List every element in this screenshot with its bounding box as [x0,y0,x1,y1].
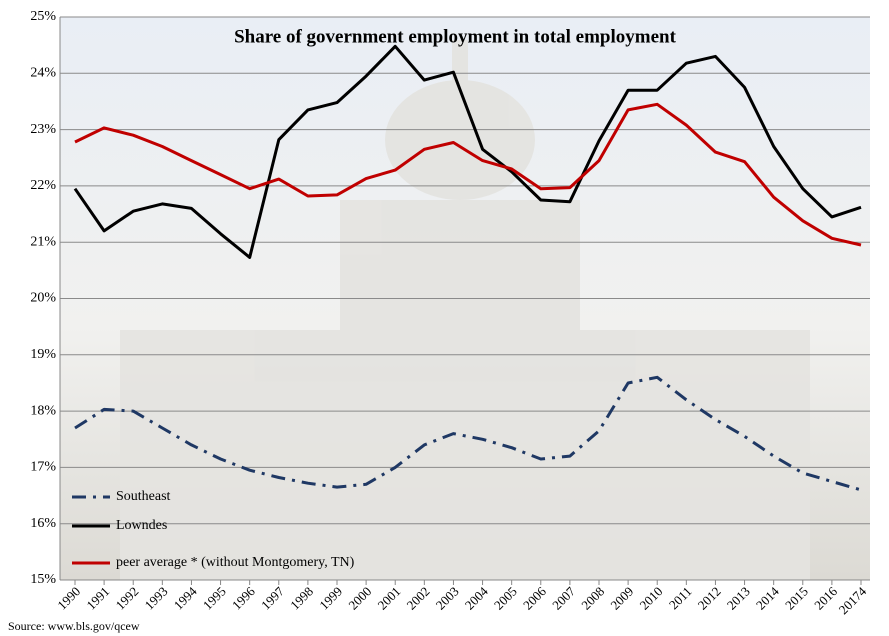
y-tick-label: 21% [30,234,56,249]
y-tick-label: 25% [30,9,56,24]
x-tick-label: 2005 [491,584,520,613]
x-tick-label: 1993 [142,584,171,613]
y-tick-label: 22% [30,178,56,193]
y-tick-label: 16% [30,516,56,531]
x-tick-label: 2002 [404,584,433,613]
x-tick-label: 1994 [171,583,200,612]
x-tick-label: 2010 [636,584,665,613]
x-tick-label: 2015 [782,584,811,613]
source-note: Source: www.bls.gov/qcew [8,619,140,633]
y-tick-label: 23% [30,122,56,137]
x-tick-label: 2000 [345,584,374,613]
y-tick-label: 15% [30,572,56,587]
x-tick-label: 2004 [462,583,491,612]
x-tick-label: 1998 [287,584,316,613]
y-tick-label: 18% [30,403,56,418]
series-line [74,375,862,492]
x-tick-label: 2003 [433,584,462,613]
legend-label: Southeast [116,489,171,504]
series-line [74,102,862,247]
y-tick-label: 20% [30,291,56,306]
x-tick-label: 1992 [112,584,141,613]
x-tick-label: 1995 [200,584,229,613]
x-tick-label: 1991 [83,584,112,613]
x-tick-label: 1999 [316,584,345,613]
x-tick-label: 1996 [229,583,258,612]
x-tick-label: 2014 [753,583,782,612]
chart-title: Share of government employment in total … [234,26,677,47]
x-tick-label: 2006 [520,583,549,612]
y-tick-label: 17% [30,460,56,475]
x-tick-label: 2007 [549,583,578,612]
x-tick-label: 1990 [54,584,83,613]
legend-label: peer average * (without Montgomery, TN) [116,555,355,570]
legend-label: Lowndes [116,518,167,533]
x-tick-label: 2001 [374,584,403,613]
x-tick-label: 2012 [695,584,724,613]
x-tick-label: 2011 [666,584,695,613]
x-tick-label: 20174 [836,583,870,617]
x-tick-label: 1997 [258,583,287,612]
y-tick-label: 19% [30,347,56,362]
y-tick-label: 24% [30,66,56,81]
x-tick-label: 2013 [724,584,753,613]
capitol-silhouette [120,40,810,580]
x-tick-label: 2009 [607,584,636,613]
series-line [73,44,862,259]
x-tick-label: 2008 [578,584,607,613]
